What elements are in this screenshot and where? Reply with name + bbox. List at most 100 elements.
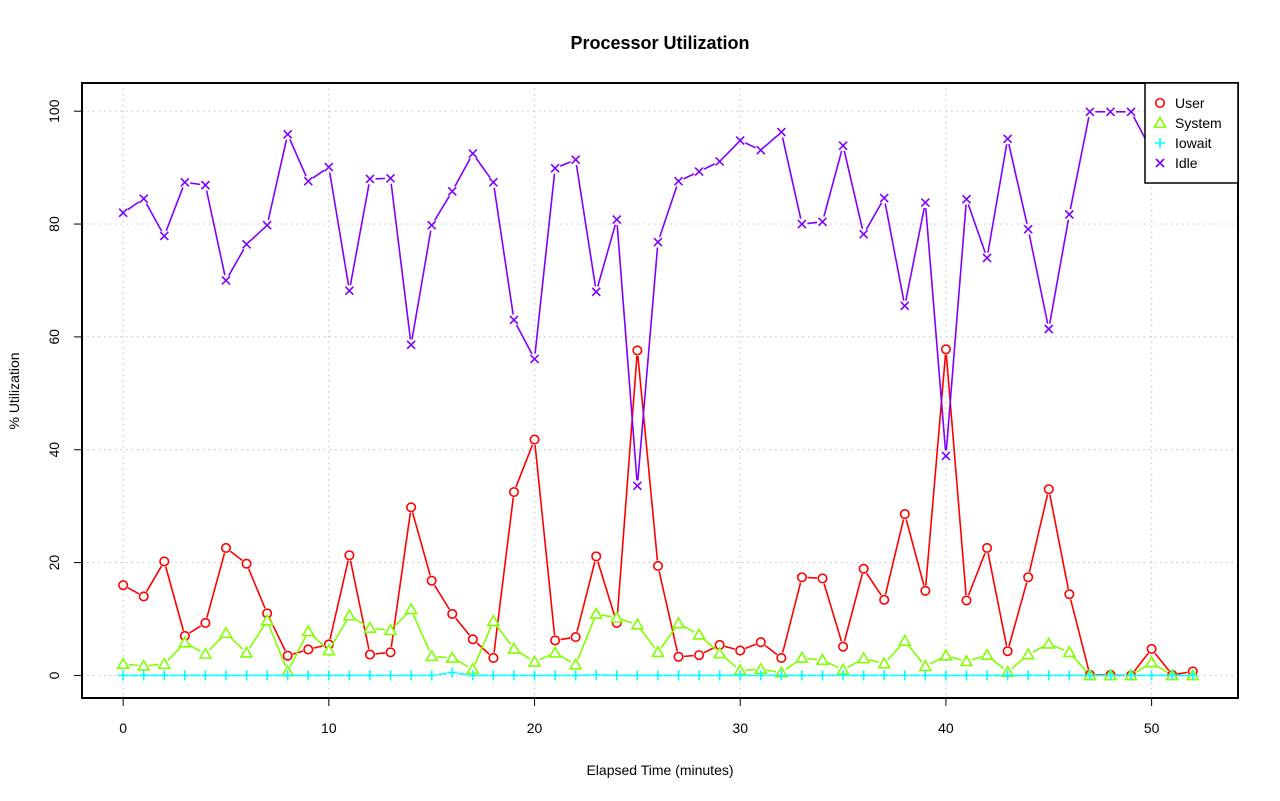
series-idle-point [982,253,992,263]
series-system-point [321,643,336,656]
series-iowait-point [447,667,458,678]
series-idle-segment [616,224,638,481]
series-idle-point [1126,107,1136,117]
series-iowait-point [714,670,725,681]
series-user-segment [1008,582,1028,647]
series-idle-point [859,229,869,239]
series-idle-segment [722,143,737,159]
series-system-segment [971,655,983,661]
series-iowait-point [364,670,375,681]
series-user-segment [375,652,386,655]
series-system-segment [330,619,348,647]
series-iowait-point [632,670,643,681]
series-user-segment [637,355,659,561]
series-user-segment [807,576,818,579]
series-system-segment [375,627,386,631]
series-idle-point [756,145,766,155]
series-system-point [589,606,604,619]
series-idle-segment [945,204,967,451]
series-idle-point [1023,224,1033,234]
series-system-segment [1155,664,1168,674]
series-idle-segment [165,187,184,232]
series-system-segment [496,625,512,645]
series-user-point [282,650,293,661]
series-system-point [116,657,131,670]
series-system-segment [868,659,880,664]
series-idle-point [961,194,972,204]
series-iowait-point [1126,670,1137,681]
series-idle-segment [267,139,288,220]
series-iowait-point [817,670,828,681]
series-user-point [241,558,252,569]
series-user-segment [866,572,882,596]
series-system-segment [149,663,159,667]
series-user-point [1023,572,1034,583]
series-iowait-point [1146,670,1157,681]
series-system-segment [951,656,962,661]
series-system-segment [539,654,551,661]
series-user-point [673,651,684,662]
series-idle [118,107,1198,491]
series-user-segment [724,645,736,650]
series-system-point [548,645,562,658]
series-idle-point [694,167,704,177]
series-user-point [550,635,561,646]
series-idle-point [612,214,622,225]
legend-marker-user [1154,97,1166,109]
series-idle-point [715,156,725,166]
series-idle-segment [967,204,986,253]
series-system-point [383,623,398,636]
series-system-segment [745,668,756,671]
series-user-segment [781,582,802,653]
series-user-segment [411,512,431,576]
series-user-point [920,585,931,596]
series-system-segment [907,644,923,663]
x-tick-label: 40 [938,720,954,736]
series-idle-point [879,193,889,203]
series-iowait-point [982,670,993,681]
series-user-point [1002,646,1013,657]
series-iowait-point [591,669,602,680]
series-iowait-point [159,670,170,681]
series-user-segment [1028,494,1049,573]
series-user-point [118,580,129,591]
series-user-point [220,542,232,553]
series-user-point [344,550,355,561]
series-idle-point [653,237,663,247]
series-idle-segment [228,248,245,277]
series-user-point [529,434,540,445]
series-iowait-point [529,670,540,681]
series-system-segment [393,612,408,627]
legend-label-idle: Idle [1175,155,1198,171]
series-system-point [980,648,994,661]
series-idle-segment [515,324,533,355]
legend-marker-iowait [1155,138,1165,148]
series-system-segment [1011,657,1025,670]
series-system-point [260,613,275,626]
y-tick-label: 0 [46,671,62,679]
series-iowait-point [570,670,581,681]
series-user-segment [967,552,986,596]
series-user-segment [843,573,864,642]
series-idle-segment [411,230,432,340]
series-idle-segment [764,135,778,148]
series-system-segment [1072,655,1087,672]
series-user-segment [616,355,638,618]
series-user-point [817,573,828,584]
series-system-segment [167,646,182,661]
series-idle-point [1003,134,1013,144]
series-idle-segment [328,172,350,286]
series-idle-segment [823,150,843,217]
series-user-point [426,575,437,586]
series-system-point [856,651,871,664]
series-idle-point [550,163,560,173]
series-idle-point [427,220,437,230]
series-iowait-point [220,670,231,681]
series-idle-segment [390,183,412,340]
series-system-segment [827,661,839,669]
series-user-segment [683,654,694,658]
series-iowait-point [282,670,293,681]
series-iowait-point [179,670,190,681]
series-user-segment [145,565,163,593]
series-user-segment [1069,599,1090,670]
